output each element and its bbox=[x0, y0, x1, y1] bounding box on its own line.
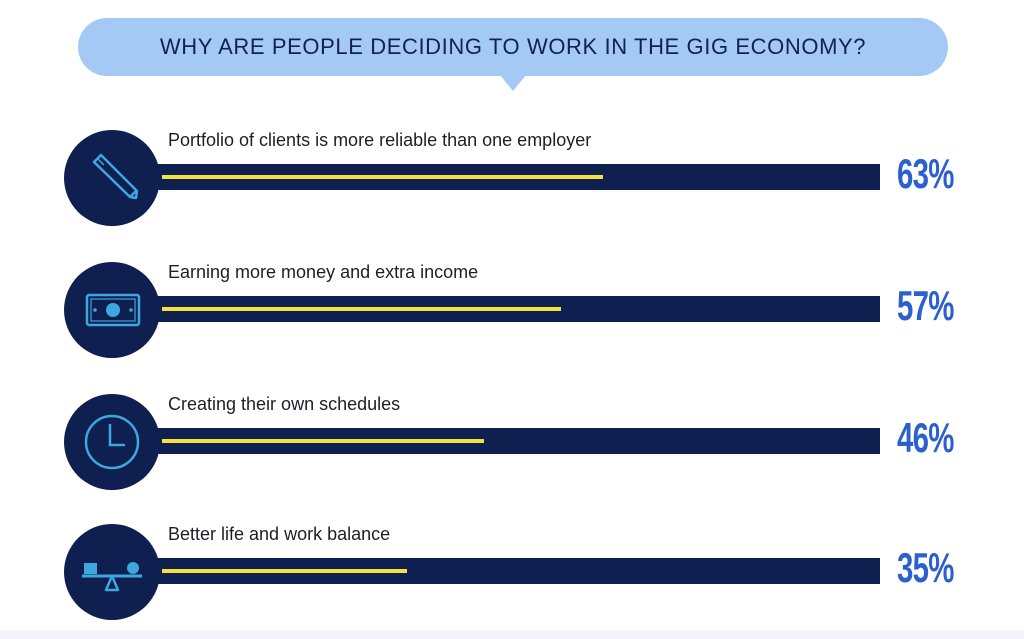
bar-row-3: Creating their own schedules 46% bbox=[0, 394, 1024, 494]
banknote-icon-circle bbox=[64, 262, 160, 358]
pencil-icon bbox=[92, 153, 139, 200]
bar-label: Earning more money and extra income bbox=[168, 262, 479, 282]
bar-label: Portfolio of clients is more reliable th… bbox=[168, 130, 592, 150]
bar-label: Creating their own schedules bbox=[168, 394, 401, 414]
bar-row-1: Portfolio of clients is more reliable th… bbox=[0, 130, 1024, 230]
balance-scale-icon bbox=[82, 562, 142, 592]
bar-row-2: Earning more money and extra income 57% bbox=[0, 262, 1024, 362]
clock-icon bbox=[84, 414, 140, 470]
bar-fill bbox=[162, 307, 561, 311]
bar-value-label: 46% bbox=[897, 414, 954, 461]
bottom-strip bbox=[0, 630, 1024, 639]
title-bubble: WHY ARE PEOPLE DECIDING TO WORK IN THE G… bbox=[78, 18, 948, 76]
banknote-icon bbox=[85, 293, 141, 327]
bar-value-label: 57% bbox=[897, 282, 954, 329]
clock-icon-circle bbox=[64, 394, 160, 490]
pencil-icon-circle bbox=[64, 130, 160, 226]
bar-value-label: 35% bbox=[897, 544, 954, 591]
balance-scale-icon-circle bbox=[64, 524, 160, 620]
bar-label: Better life and work balance bbox=[168, 524, 391, 544]
bar-value-label: 63% bbox=[897, 150, 954, 197]
bar-row-4: Better life and work balance 35% bbox=[0, 524, 1024, 624]
bar-fill bbox=[162, 439, 484, 443]
bar-fill bbox=[162, 569, 407, 573]
chart-title: WHY ARE PEOPLE DECIDING TO WORK IN THE G… bbox=[159, 34, 867, 59]
title-bubble-pointer bbox=[500, 75, 526, 91]
bar-fill bbox=[162, 175, 603, 179]
